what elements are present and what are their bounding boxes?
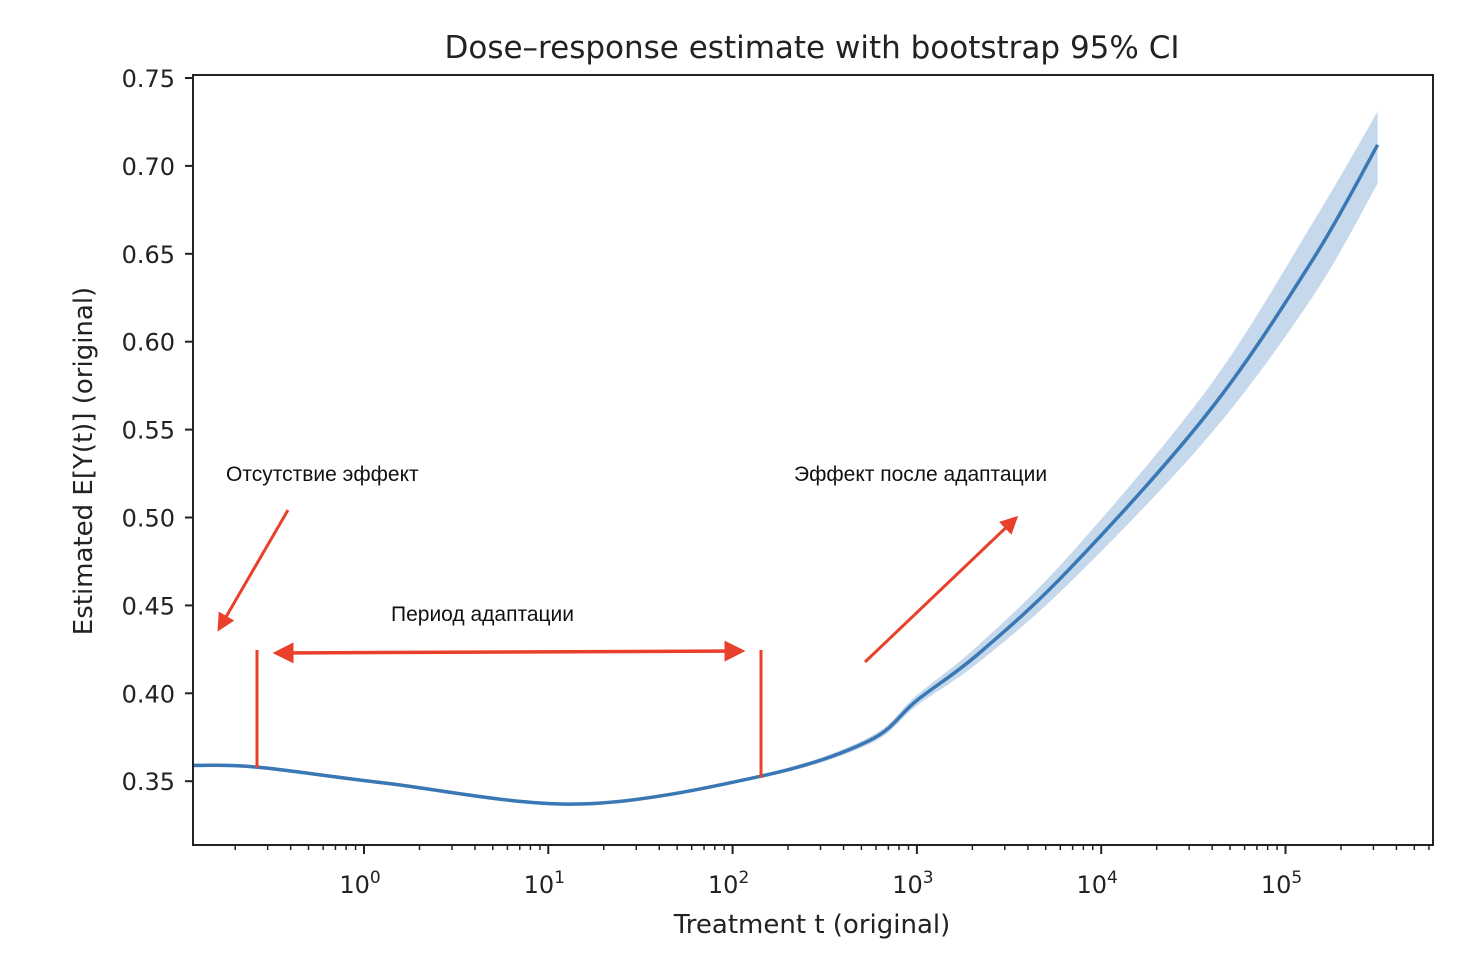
- x-tick-exponent: 2: [738, 868, 749, 888]
- y-axis-label: Estimated E[Y(t)] (original): [69, 287, 99, 635]
- y-tick-label: 0.70: [122, 153, 175, 181]
- annotation-adaptation-period: Период адаптации: [391, 603, 574, 626]
- y-tick-label: 0.35: [122, 768, 175, 796]
- x-tick-exponent: 5: [1291, 868, 1302, 888]
- x-tick-label: 104: [1077, 868, 1118, 899]
- x-tick-label: 103: [892, 868, 933, 899]
- x-axis-label: Treatment t (original): [673, 910, 951, 940]
- y-tick-label: 0.65: [122, 241, 175, 269]
- x-tick-label: 105: [1261, 868, 1302, 899]
- y-tick-label: 0.50: [122, 505, 175, 533]
- annotation-no-effect: Отсутствие эффект: [226, 463, 419, 486]
- estimate-line: [192, 143, 1380, 806]
- y-tick-label: 0.45: [122, 592, 175, 620]
- plot-frame: [192, 74, 1434, 846]
- y-tick-label: 0.60: [122, 329, 175, 357]
- x-tick-exponent: 0: [370, 868, 381, 888]
- x-tick-exponent: 4: [1107, 868, 1118, 888]
- confidence-band: [192, 111, 1378, 806]
- effect-after-arrow: [863, 515, 1019, 664]
- annotation-effect-after: Эффект после адаптации: [794, 463, 1047, 486]
- x-tick-label: 102: [708, 868, 749, 899]
- y-tick-label: 0.40: [122, 680, 175, 708]
- x-tick-exponent: 1: [554, 868, 565, 888]
- adaptation-period-arrow: [272, 640, 746, 664]
- x-tick-label: 101: [524, 868, 565, 899]
- x-tick-label: 100: [339, 868, 380, 899]
- chart-title: Dose–response estimate with bootstrap 95…: [445, 30, 1180, 66]
- no-effect-arrow: [217, 509, 290, 632]
- x-tick-exponent: 3: [923, 868, 934, 888]
- y-tick-label: 0.55: [122, 417, 175, 445]
- y-tick-label: 0.75: [122, 65, 175, 93]
